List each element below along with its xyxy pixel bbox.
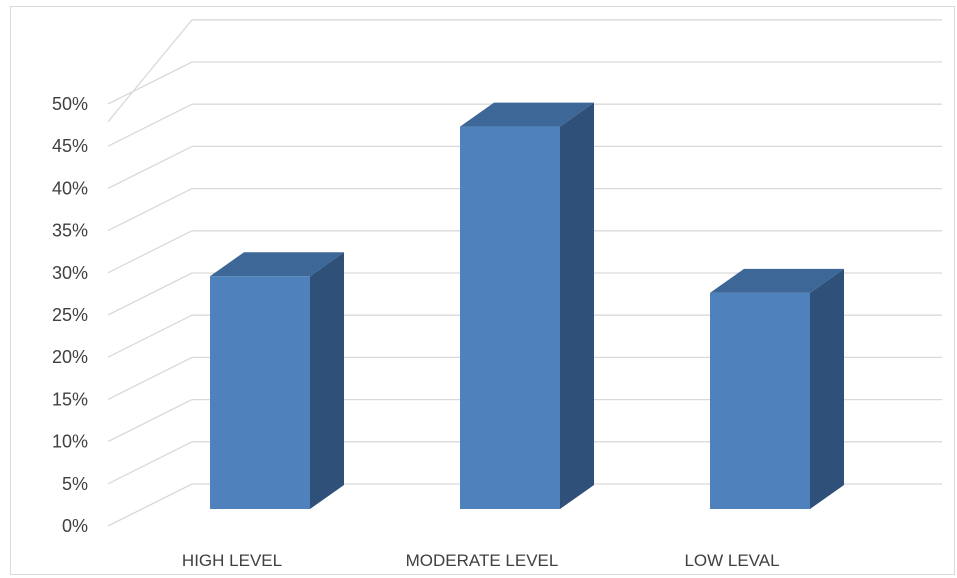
gridline-diagonal (107, 399, 193, 443)
bar (210, 276, 310, 509)
gridline-diagonal (107, 145, 193, 189)
gridline-diagonal (107, 272, 193, 316)
y-tick-label: 5% (62, 474, 88, 494)
x-tick-label: MODERATE LEVEL (406, 551, 559, 570)
x-tick-label: HIGH LEVEL (182, 551, 282, 570)
y-axis-labels: 0% 5% 10% 15% 20% 25% 30% 35% 40% 45% 50% (52, 94, 88, 536)
gridline-diagonal (107, 188, 193, 232)
gridline-diagonal (107, 483, 193, 527)
gridline-diagonal (107, 356, 193, 400)
gridline-diagonal (107, 441, 193, 485)
bar-side (810, 268, 844, 509)
gridline-diagonal (107, 103, 193, 147)
bar-top (710, 268, 844, 293)
bar (460, 126, 560, 509)
y-tick-label: 20% (52, 347, 88, 367)
x-axis-labels: HIGH LEVEL MODERATE LEVEL LOW LEVAL (182, 551, 780, 570)
gridline-diagonal (107, 314, 193, 358)
y-tick-label: 0% (62, 516, 88, 536)
bar-side (310, 252, 344, 509)
bar-top (460, 102, 594, 127)
y-tick-label: 25% (52, 305, 88, 325)
chart-frame (10, 6, 955, 575)
y-tick-label: 50% (52, 94, 88, 114)
y-tick-label: 30% (52, 263, 88, 283)
y-tick-label: 10% (52, 432, 88, 452)
bar-top (210, 252, 344, 277)
gridline-diagonal (107, 61, 193, 105)
bars (210, 102, 844, 509)
bar-side (560, 102, 594, 509)
bar (710, 292, 810, 509)
gridline-diagonal (107, 230, 193, 274)
gridline-diagonal (107, 19, 193, 123)
y-tick-label: 40% (52, 178, 88, 198)
y-tick-label: 45% (52, 136, 88, 156)
y-tick-label: 15% (52, 389, 88, 409)
y-tick-label: 35% (52, 221, 88, 241)
x-tick-label: LOW LEVAL (684, 551, 779, 570)
